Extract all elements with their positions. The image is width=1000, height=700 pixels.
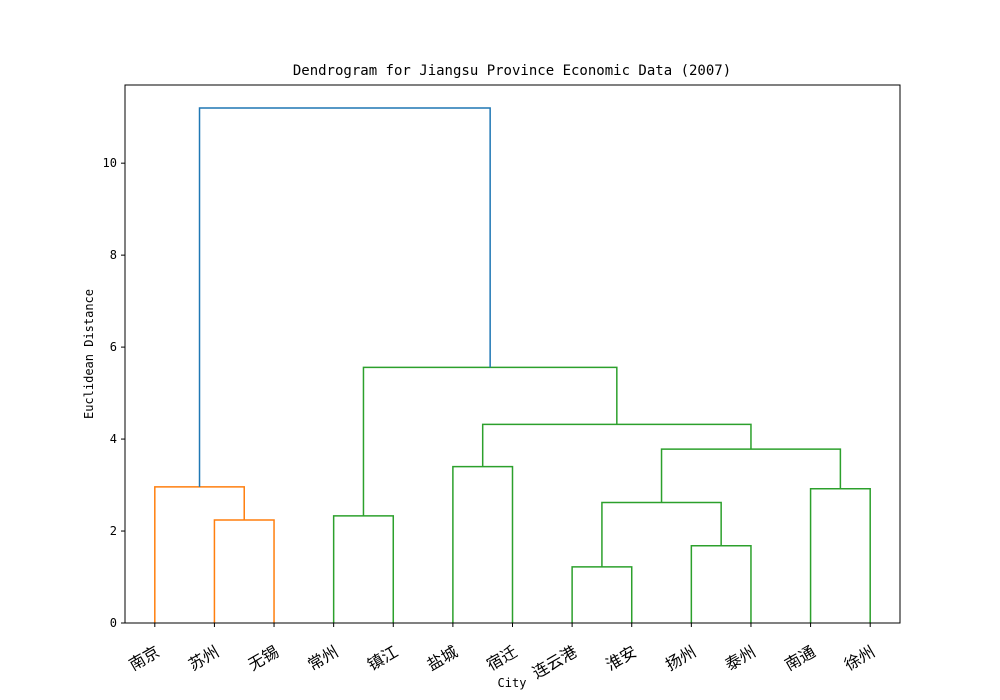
dendrogram-links bbox=[154, 107, 871, 623]
y-tick-label-3: 6 bbox=[110, 340, 117, 354]
dendrogram-link-1 bbox=[690, 544, 752, 623]
dendrogram-link-10 bbox=[362, 366, 618, 516]
dendrogram-link-0 bbox=[571, 566, 633, 623]
y-axis-label: Euclidean Distance bbox=[82, 289, 96, 419]
leaf-label-3: 常州 bbox=[304, 642, 341, 674]
chart-title: Dendrogram for Jiangsu Province Economic… bbox=[293, 63, 731, 79]
dendrogram-link-5 bbox=[809, 487, 871, 623]
leaf-label-1: 苏州 bbox=[185, 642, 222, 674]
leaf-label-12: 徐州 bbox=[841, 642, 878, 674]
leaf-label-7: 连云港 bbox=[529, 642, 580, 682]
leaf-label-9: 扬州 bbox=[662, 642, 699, 674]
dendrogram-link-3 bbox=[332, 515, 395, 623]
y-tick-label-4: 8 bbox=[110, 248, 117, 262]
dendrogram-link-6 bbox=[154, 486, 245, 623]
leaf-label-4: 镇江 bbox=[364, 642, 401, 674]
dendrogram-link-2 bbox=[213, 519, 275, 623]
dendrogram-link-7 bbox=[452, 465, 514, 623]
leaf-label-10: 泰州 bbox=[722, 642, 759, 674]
dendrogram-link-11 bbox=[198, 107, 491, 487]
y-tick-label-5: 10 bbox=[103, 156, 117, 170]
y-axis-ticks: 0 2 4 6 8 10 bbox=[103, 156, 125, 630]
dendrogram-link-4 bbox=[601, 501, 722, 567]
x-axis-label: City bbox=[498, 676, 527, 690]
y-tick-label-2: 4 bbox=[110, 432, 117, 446]
leaf-label-6: 宿迁 bbox=[483, 642, 520, 674]
dendrogram-link-9 bbox=[481, 423, 752, 467]
y-tick-label-0: 0 bbox=[110, 616, 117, 630]
leaf-label-8: 淮安 bbox=[603, 642, 640, 674]
y-tick-label-1: 2 bbox=[110, 524, 117, 538]
x-axis-ticks: 南京 苏州 无锡 常州 镇江 盐城 宿迁 连云港 淮安 扬州 泰州 南通 徐州 bbox=[126, 623, 878, 682]
leaf-label-5: 盐城 bbox=[424, 642, 461, 674]
leaf-label-2: 无锡 bbox=[245, 642, 282, 674]
dendrogram-link-8 bbox=[660, 448, 842, 503]
leaf-label-11: 南通 bbox=[781, 642, 818, 674]
leaf-label-0: 南京 bbox=[126, 642, 163, 674]
